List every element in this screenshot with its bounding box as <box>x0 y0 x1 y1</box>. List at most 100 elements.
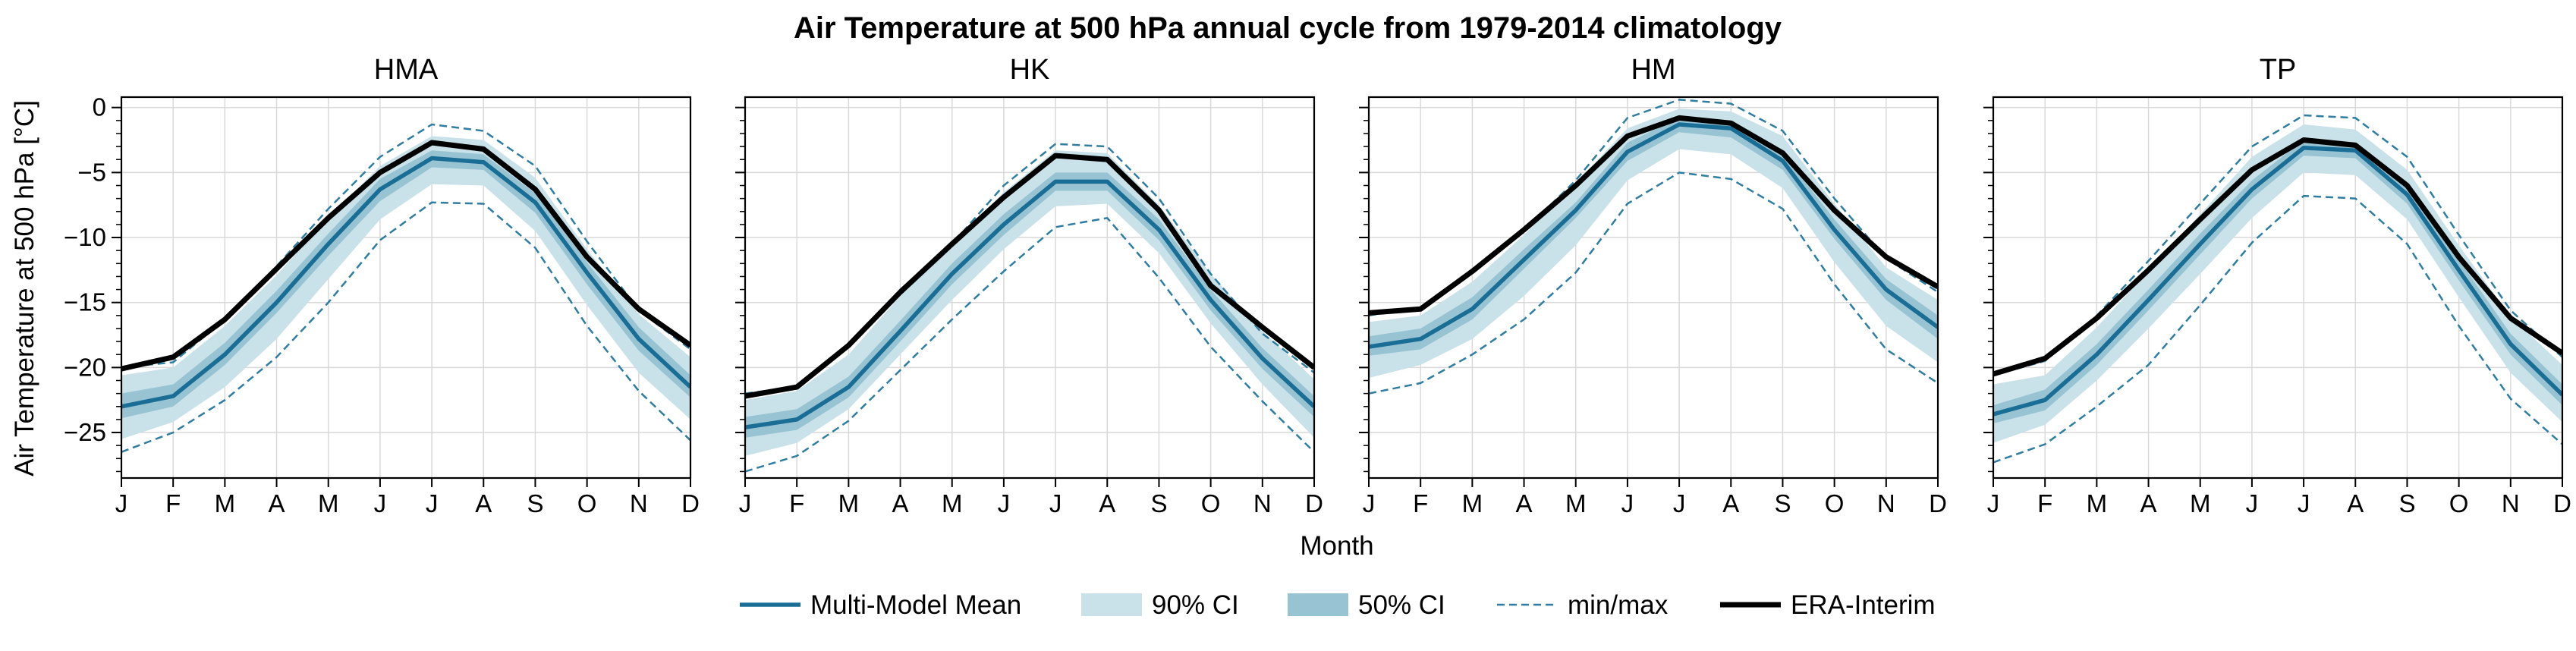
x-tick-label: N <box>1253 489 1272 517</box>
x-tick-label: F <box>789 489 804 517</box>
legend-label: 50% CI <box>1358 590 1445 620</box>
x-tick-label: M <box>318 489 339 517</box>
x-tick-label: J <box>998 489 1011 517</box>
mean-line <box>121 156 690 409</box>
x-tick-label: A <box>2140 489 2157 517</box>
x-tick-label: O <box>1201 489 1221 517</box>
x-tick-label: M <box>838 489 860 517</box>
x-tick-label: J <box>2246 489 2259 517</box>
era-interim-line <box>745 153 1314 399</box>
axes-frame <box>1367 96 1939 480</box>
x-tick-label: D <box>1305 489 1323 517</box>
x-tick-label: M <box>942 489 963 517</box>
min-line <box>1369 171 1938 395</box>
x-tick-label: J <box>2298 489 2310 517</box>
mean-line <box>745 179 1314 429</box>
x-tick-label: F <box>165 489 181 517</box>
legend-item-minmax: min/max <box>1497 590 1669 620</box>
x-tick-label: O <box>1825 489 1845 517</box>
x-tick-label: N <box>630 489 648 517</box>
x-tick-label: A <box>475 489 492 517</box>
axes-frame <box>120 96 692 480</box>
x-tick-label: J <box>739 489 752 517</box>
legend-label: min/max <box>1568 590 1669 620</box>
x-tick-label: M <box>1462 489 1483 517</box>
x-tick-label: J <box>1363 489 1376 517</box>
plot-area <box>121 123 690 453</box>
x-tick-label: J <box>1621 489 1634 517</box>
legend: Multi-Model Mean 90% CI 50% CI min/max ERA-I… <box>740 590 1936 620</box>
x-tick-label: J <box>426 489 439 517</box>
x-tick-label: A <box>1516 489 1533 517</box>
x-tick-label: A <box>1722 489 1739 517</box>
min-line <box>745 216 1314 473</box>
y-axis-label: Air Temperature at 500 hPa [°C] <box>10 100 39 476</box>
axes-frame <box>744 96 1316 480</box>
panel-title: HM <box>1631 54 1675 86</box>
panel-title: HMA <box>374 54 439 86</box>
max-line <box>745 143 1314 395</box>
x-tick-label: D <box>2553 489 2571 517</box>
x-tick-label: J <box>115 489 128 517</box>
panel-hma: HMA J F M A M J J A S O N D 0 −5 −10 −15 −20 −25 <box>64 54 700 517</box>
axes-frame <box>1992 96 2564 480</box>
panel-title: TP <box>2260 54 2297 86</box>
era-interim-line <box>1369 115 1938 316</box>
panel-title: HK <box>1010 54 1050 86</box>
plot-area <box>1993 114 2562 464</box>
x-tick-label: A <box>892 489 909 517</box>
x-tick-label: J <box>1673 489 1686 517</box>
panel-tp: TP J F M A M J J A S O N D <box>1983 54 2571 517</box>
legend-swatch <box>1081 593 1142 616</box>
panel-hk: HK J F M A M J J A S O N D <box>735 54 1323 517</box>
y-tick-label: −5 <box>77 158 106 186</box>
x-tick-label: F <box>1413 489 1428 517</box>
ci50-band <box>745 172 1314 438</box>
max-line <box>121 123 690 369</box>
legend-item-ci90: 90% CI <box>1081 590 1239 620</box>
legend-swatch <box>1288 593 1348 616</box>
legend-label: ERA-Interim <box>1791 590 1936 620</box>
plot-area <box>1369 99 1938 395</box>
min-line <box>1993 194 2562 464</box>
legend-item-era: ERA-Interim <box>1720 590 1936 620</box>
x-tick-label: J <box>374 489 387 517</box>
x-tick-label: M <box>2190 489 2211 517</box>
mean-line <box>1993 146 2562 417</box>
y-tick-label: −10 <box>64 223 106 251</box>
x-tick-label: N <box>1877 489 1895 517</box>
x-tick-label: S <box>1774 489 1791 517</box>
x-tick-label: F <box>2037 489 2052 517</box>
x-axis-label: Month <box>1300 531 1373 561</box>
era-interim-line <box>121 140 690 372</box>
y-tick-label: −25 <box>64 418 106 446</box>
legend-label: Multi-Model Mean <box>810 590 1021 620</box>
y-tick-label: −20 <box>64 353 106 381</box>
x-tick-label: A <box>1099 489 1115 517</box>
era-interim-line <box>1993 137 2562 377</box>
panel-hm: HM J F M A M J J A S O N D <box>1359 54 1947 517</box>
x-tick-label: S <box>1150 489 1167 517</box>
x-tick-label: M <box>1565 489 1587 517</box>
chart-title: Air Temperature at 500 hPa annual cycle … <box>794 11 1782 45</box>
plot-area <box>745 143 1314 473</box>
x-tick-label: O <box>2449 489 2469 517</box>
legend-label: 90% CI <box>1152 590 1239 620</box>
y-tick-label: −15 <box>64 288 106 316</box>
legend-item-mean: Multi-Model Mean <box>740 590 1021 620</box>
x-tick-label: M <box>2087 489 2108 517</box>
x-tick-label: S <box>527 489 543 517</box>
x-tick-label: J <box>1987 489 2000 517</box>
x-tick-label: A <box>2347 489 2364 517</box>
legend-item-ci50: 50% CI <box>1288 590 1445 620</box>
x-tick-label: D <box>681 489 700 517</box>
x-tick-label: J <box>1049 489 1062 517</box>
x-tick-label: M <box>215 489 236 517</box>
x-tick-label: D <box>1929 489 1947 517</box>
x-tick-label: S <box>2398 489 2415 517</box>
x-tick-label: N <box>2502 489 2520 517</box>
y-tick-label: 0 <box>93 93 106 121</box>
